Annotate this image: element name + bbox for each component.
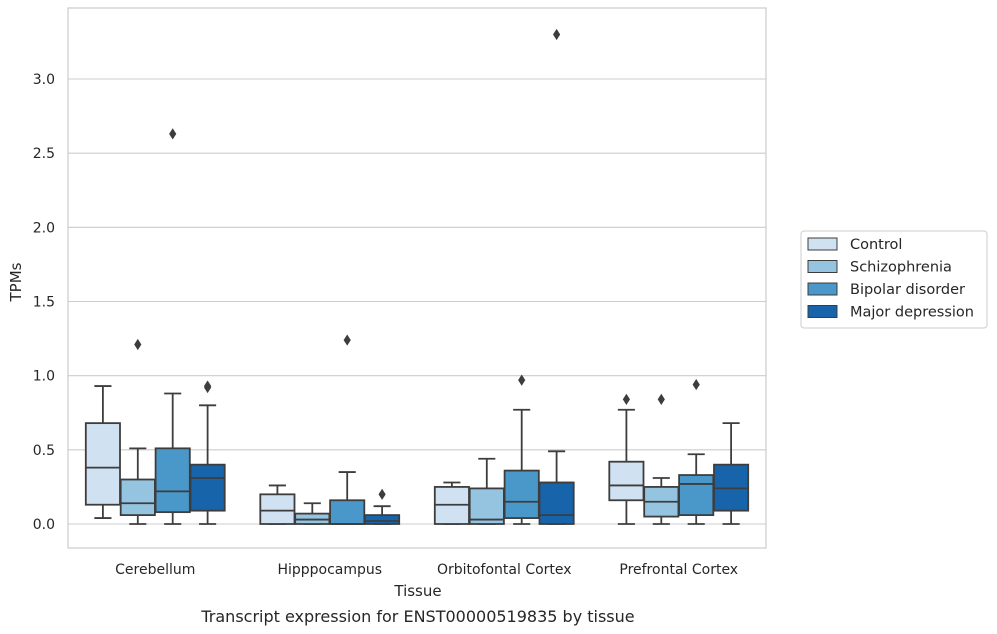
box-bipolar-disorder (154, 128, 191, 525)
box-major-depression (713, 422, 750, 525)
legend-swatch (807, 305, 838, 318)
box-bipolar-disorder (503, 374, 540, 525)
y-tick-label: 2.0 (33, 220, 55, 236)
x-tick-labels: Cerebellum Hipppocampus Orbitofontal Corte… (115, 562, 738, 578)
figure-caption: Transcript expression for ENST0000051983… (200, 607, 634, 626)
outlier-point (343, 334, 351, 346)
outlier-point (134, 338, 142, 351)
box-major-depression (538, 28, 575, 525)
box (538, 481, 575, 525)
box-control (259, 484, 296, 525)
box (503, 469, 540, 519)
box (84, 422, 121, 506)
outlier-point (378, 488, 386, 500)
legend-label: Schizophrenia (850, 260, 952, 276)
x-axis-label: Tissue (393, 582, 441, 600)
box-control (433, 481, 470, 525)
y-tick-label: 3.0 (33, 72, 55, 88)
x-tick-label: Cerebellum (115, 562, 195, 578)
outlier-point (657, 393, 665, 405)
x-tick-label: Orbitofontal Cortex (437, 562, 572, 578)
legend-label: Bipolar disorder (850, 282, 965, 298)
legend-item-major-depression[interactable]: Major depression (807, 305, 974, 321)
outlier-point (169, 128, 177, 140)
y-tick-label: 0.0 (33, 517, 55, 533)
box (189, 463, 226, 512)
legend-swatch (807, 260, 838, 273)
y-tick-labels: 0.0 0.5 1.0 1.5 2.0 2.5 3.0 (33, 72, 55, 533)
legend-item-schizophrenia[interactable]: Schizophrenia (807, 260, 952, 276)
outlier-point (204, 380, 212, 392)
y-axis-label: TPMs (7, 262, 25, 302)
box (259, 493, 296, 525)
box (119, 478, 156, 516)
box-bipolar-disorder (678, 378, 715, 525)
box-plots (84, 28, 750, 525)
legend-item-control[interactable]: Control (807, 237, 902, 253)
box-control (608, 393, 645, 525)
box-bipolar-disorder (329, 334, 366, 525)
legend[interactable]: Control Schizophrenia Bipolar disorder Majo… (800, 230, 988, 329)
y-tick-label: 1.0 (33, 369, 55, 385)
legend-label: Major depression (850, 305, 974, 321)
y-tick-label: 1.5 (33, 295, 55, 311)
box-control (84, 385, 121, 519)
box (468, 487, 505, 525)
outlier-point (622, 393, 630, 405)
box (329, 499, 366, 525)
y-tick-label: 2.5 (33, 146, 55, 162)
outlier-point (692, 378, 700, 391)
legend-swatch (807, 282, 838, 296)
legend-swatch (807, 237, 838, 251)
legend-frame (800, 230, 988, 329)
box (154, 447, 191, 514)
box-major-depression (189, 380, 226, 525)
outlier-point (553, 28, 561, 41)
box (364, 514, 401, 525)
x-tick-label: Hipppocampus (277, 562, 382, 578)
box-schizophrenia (468, 457, 505, 525)
box (678, 474, 715, 516)
box (608, 460, 645, 502)
box-major-depression (364, 488, 401, 525)
box-schizophrenia (119, 338, 156, 525)
x-tick-label: Prefrontal Cortex (619, 562, 738, 578)
box-schizophrenia (643, 393, 680, 525)
legend-label: Control (850, 237, 902, 253)
plot-frame (67, 7, 767, 549)
outlier-point (518, 374, 526, 386)
box-schizophrenia (294, 502, 331, 525)
legend-item-bipolar-disorder[interactable]: Bipolar disorder (807, 282, 965, 298)
y-tick-label: 0.5 (33, 443, 55, 459)
